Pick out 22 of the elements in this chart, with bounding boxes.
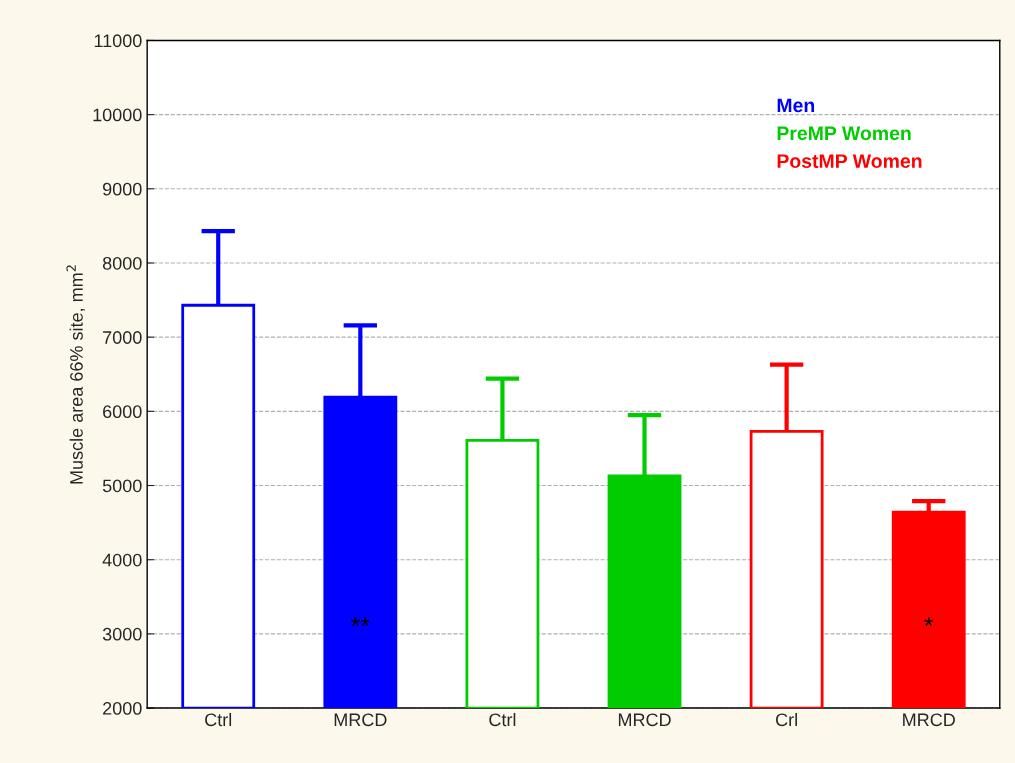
text: PreMP Women bbox=[777, 126, 911, 141]
y-tick-label: 6000 bbox=[103, 405, 142, 419]
y-tick-label: 10000 bbox=[93, 108, 142, 122]
y-tick-label: 7000 bbox=[103, 331, 142, 344]
x-tick-label: MRCD bbox=[903, 713, 955, 727]
y-tick-label: 4000 bbox=[102, 553, 142, 567]
data-label: * bbox=[924, 617, 934, 626]
y-axis-title: Muscle area 66% site, mm$^{2}$ bbox=[66, 265, 85, 484]
y-tick-label: 9000 bbox=[103, 182, 142, 196]
x-tick-label: Ctrl bbox=[205, 712, 232, 727]
y-tick-label: 2000 bbox=[103, 702, 142, 715]
x-tick-label: Crl bbox=[776, 712, 797, 727]
x-tick-label: MRCD bbox=[618, 713, 671, 727]
y-tick-label: 3000 bbox=[102, 627, 142, 641]
y-tick-label: 11000 bbox=[94, 34, 142, 48]
text: PostMP Women bbox=[777, 154, 922, 168]
y-tick-label: 8000 bbox=[102, 256, 142, 270]
data-label: ** bbox=[351, 617, 370, 626]
x-tick-label: MRCD bbox=[334, 713, 387, 727]
text: Men bbox=[777, 98, 815, 113]
x-tick-label: Ctrl bbox=[489, 712, 516, 727]
y-tick-label: 5000 bbox=[102, 479, 142, 493]
